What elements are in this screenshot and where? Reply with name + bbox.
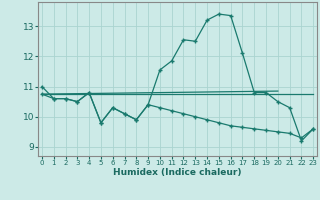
X-axis label: Humidex (Indice chaleur): Humidex (Indice chaleur) <box>113 168 242 177</box>
